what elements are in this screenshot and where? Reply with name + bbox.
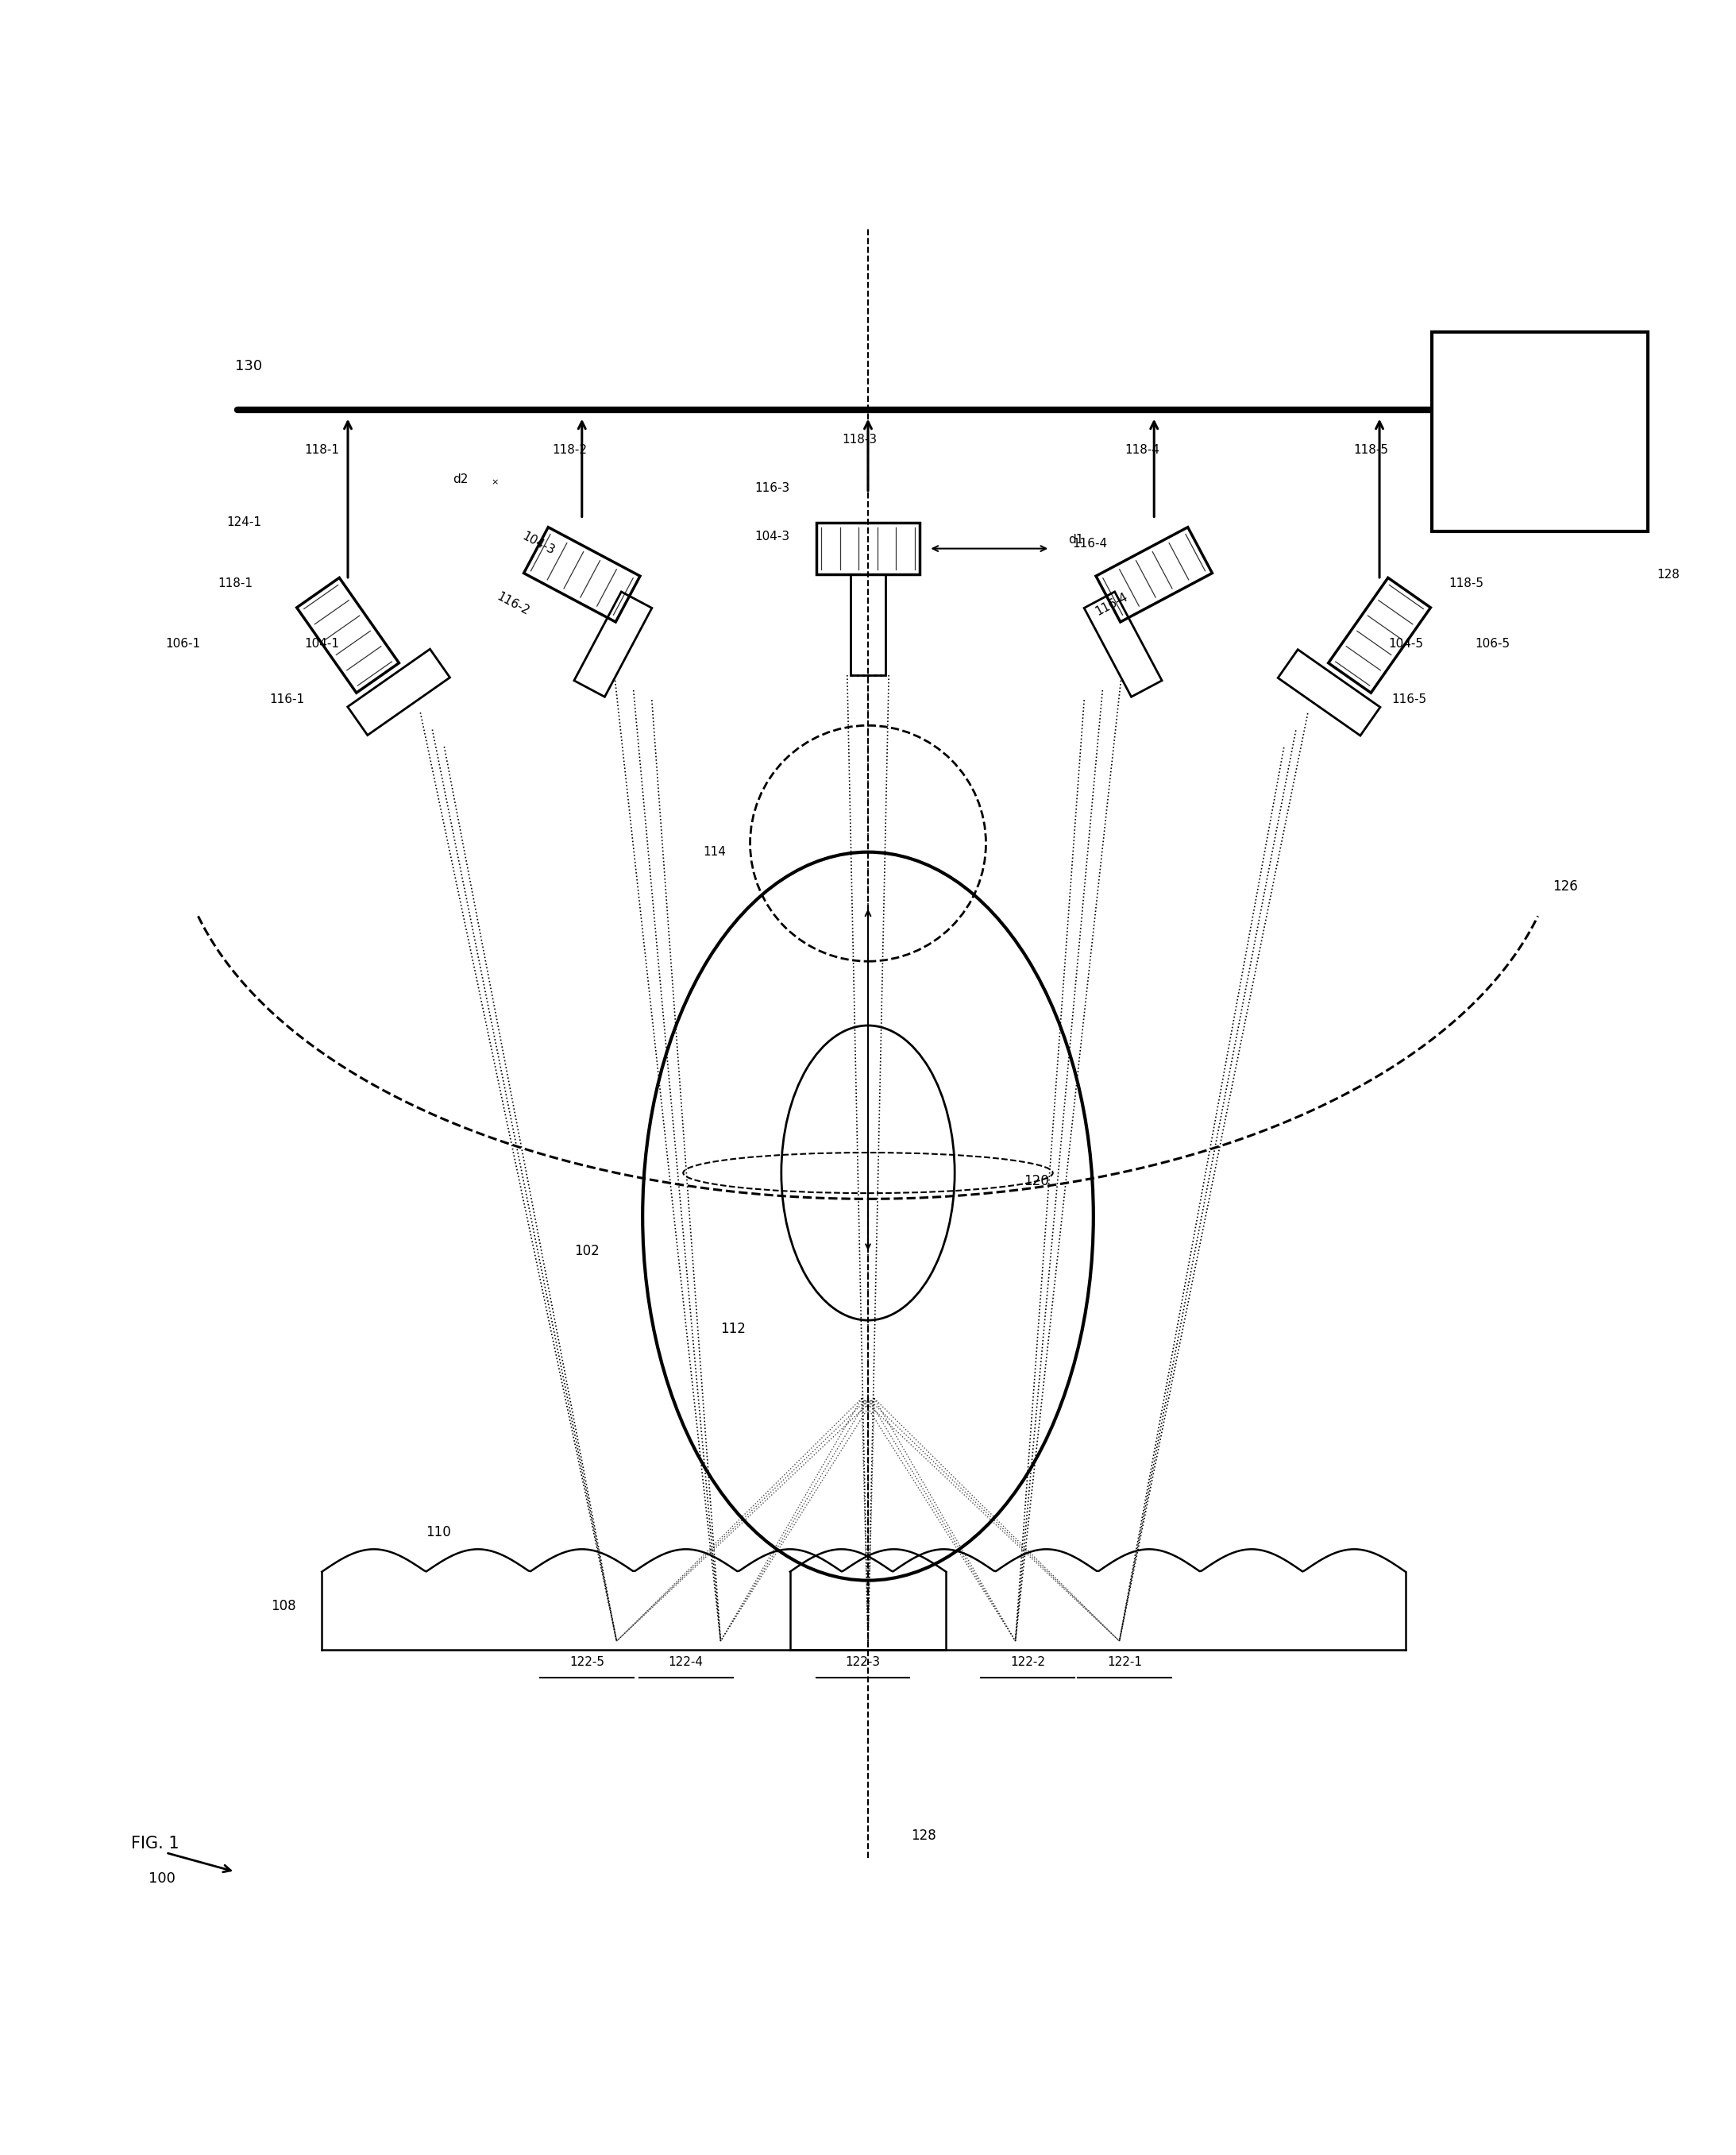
Text: 128: 128 [911, 1827, 936, 1843]
Text: 104-3: 104-3 [521, 530, 557, 556]
Text: 122-3: 122-3 [845, 1655, 880, 1668]
Text: 102: 102 [575, 1243, 599, 1259]
Text: 118-4: 118-4 [1125, 444, 1160, 455]
Text: Processor: Processor [1509, 455, 1571, 468]
Text: 122-5: 122-5 [569, 1655, 604, 1668]
FancyBboxPatch shape [1432, 332, 1647, 532]
Text: 116-1: 116-1 [269, 694, 304, 705]
Text: d2: d2 [453, 474, 469, 485]
Text: 118-2: 118-2 [552, 444, 587, 455]
Text: 104-3: 104-3 [755, 530, 790, 543]
Text: 118-5: 118-5 [1354, 444, 1389, 455]
Text: Image: Image [1519, 401, 1561, 414]
Text: 122-2: 122-2 [1010, 1655, 1045, 1668]
Text: 116-3: 116-3 [755, 483, 790, 493]
Text: 120: 120 [1024, 1174, 1049, 1190]
Text: 128: 128 [1656, 569, 1680, 580]
Text: 104-5: 104-5 [1389, 638, 1424, 651]
Text: 114: 114 [703, 847, 726, 858]
Text: 100: 100 [149, 1871, 175, 1886]
Text: 116-5: 116-5 [1392, 694, 1427, 705]
Text: 110: 110 [425, 1526, 451, 1539]
Text: 124-1: 124-1 [226, 517, 260, 528]
Text: 126: 126 [1552, 879, 1578, 894]
Text: 108: 108 [271, 1599, 295, 1614]
Text: 118-1: 118-1 [304, 444, 340, 455]
Text: 116-2: 116-2 [495, 590, 531, 618]
Text: 122-4: 122-4 [668, 1655, 703, 1668]
Text: 104-1: 104-1 [304, 638, 339, 651]
Text: 116-4: 116-4 [1073, 537, 1108, 550]
Text: 106-1: 106-1 [165, 638, 200, 651]
Text: 118-5: 118-5 [1450, 578, 1484, 588]
Text: FIG. 1: FIG. 1 [132, 1836, 179, 1851]
Text: 118-3: 118-3 [842, 433, 877, 446]
Text: 130: 130 [234, 360, 262, 373]
Text: ×: × [491, 478, 498, 487]
Text: d1: d1 [1068, 534, 1083, 545]
Text: 118-1: 118-1 [217, 578, 252, 588]
Text: 122-1: 122-1 [1108, 1655, 1142, 1668]
Text: 124-5: 124-5 [1441, 517, 1476, 528]
Text: 112: 112 [720, 1321, 746, 1336]
Text: 116-4: 116-4 [1094, 590, 1130, 618]
Text: 106-5: 106-5 [1476, 638, 1510, 651]
